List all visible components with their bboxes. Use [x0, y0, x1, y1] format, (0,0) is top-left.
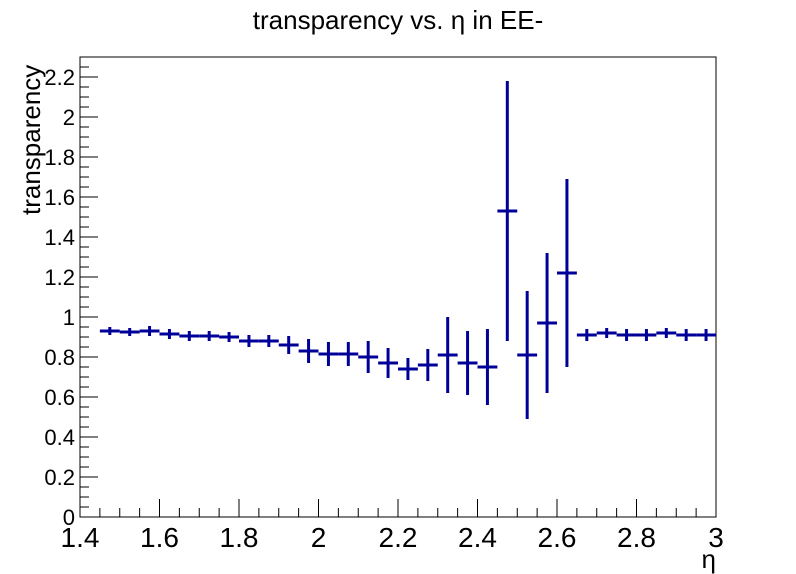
x-tick-label: 1.8 [220, 522, 259, 553]
data-point [258, 335, 279, 347]
data-point [179, 331, 200, 341]
y-tick-label: 1.2 [44, 265, 75, 290]
data-point [159, 329, 180, 339]
data-point [696, 329, 716, 341]
data-point [576, 329, 597, 341]
x-tick-label: 2.2 [379, 522, 418, 553]
data-point [616, 329, 637, 341]
x-tick-label: 2.8 [617, 522, 656, 553]
data-point [557, 179, 577, 367]
data-point [99, 327, 120, 335]
data-point [139, 326, 160, 336]
x-tick-label: 2 [311, 522, 327, 553]
data-point [278, 336, 299, 354]
x-tick-label: 3 [708, 522, 724, 553]
data-point [636, 329, 657, 341]
y-tick-label: 0.2 [44, 465, 75, 490]
chart-title: transparency vs. η in EE- [253, 5, 543, 35]
data-point [298, 339, 319, 363]
data-point [417, 349, 438, 381]
data-point [318, 342, 339, 366]
x-tick-label: 2.4 [458, 522, 497, 553]
data-point [537, 253, 557, 393]
data-point [676, 329, 697, 341]
y-tick-label: 0 [63, 505, 75, 530]
x-tick-label: 2.6 [538, 522, 577, 553]
y-tick-label: 0.6 [44, 385, 75, 410]
data-point [119, 328, 140, 336]
y-tick-label: 2 [63, 105, 75, 130]
data-point [378, 348, 398, 378]
data-point [656, 328, 677, 338]
y-axis: 0 0.2 0.4 0.6 0.8 1 1.2 1.4 1.6 1.8 2 2.2 [44, 56, 98, 530]
data-point [358, 341, 379, 373]
y-axis-label: transparency [16, 65, 46, 215]
data-point [398, 358, 418, 380]
data-point [596, 328, 617, 338]
data-point [338, 342, 359, 366]
data-point [457, 331, 478, 395]
y-tick-label: 0.8 [44, 345, 75, 370]
data-series [99, 81, 716, 419]
y-tick-label: 2.2 [44, 65, 75, 90]
data-point [497, 81, 518, 341]
x-tick-label: 1.6 [140, 522, 179, 553]
y-tick-label: 1.4 [44, 225, 75, 250]
y-tick-label: 0.4 [44, 425, 75, 450]
data-point [437, 317, 458, 393]
data-point [517, 291, 538, 419]
data-point [477, 329, 498, 405]
y-tick-label: 1 [63, 305, 75, 330]
x-axis: 1.4 1.6 1.8 2 2.2 2.4 2.6 2.8 3 [61, 499, 724, 553]
x-axis-label: η [702, 544, 716, 574]
y-tick-label: 1.6 [44, 185, 75, 210]
x-tick-label: 1.4 [61, 522, 100, 553]
data-point [219, 332, 239, 342]
data-point [239, 335, 259, 347]
data-point [199, 331, 220, 341]
y-tick-label: 1.8 [44, 145, 75, 170]
